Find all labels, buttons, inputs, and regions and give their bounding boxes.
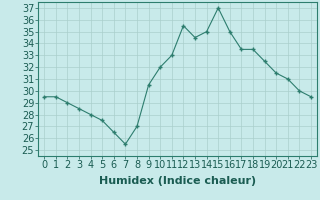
X-axis label: Humidex (Indice chaleur): Humidex (Indice chaleur) xyxy=(99,176,256,186)
